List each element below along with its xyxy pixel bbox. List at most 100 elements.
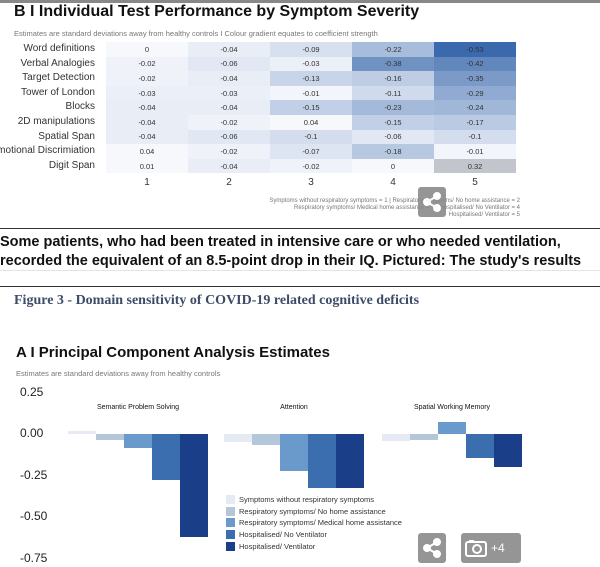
y-tick-label: -0.75 — [20, 550, 48, 565]
legend-label: Respiratory symptoms/ Medical home assis… — [239, 518, 402, 528]
heatmap-cell: -0.02 — [106, 56, 188, 72]
heatmap-cell: -0.18 — [352, 144, 434, 159]
heatmap-cell: -0.1 — [434, 129, 516, 145]
heatmap-cell: -0.02 — [188, 144, 270, 159]
heatmap-cell: -0.07 — [270, 144, 352, 159]
heatmap-cell: -0.15 — [270, 100, 352, 115]
y-tick-label: 0.00 — [20, 426, 44, 440]
y-tick-label: -0.50 — [20, 509, 48, 523]
footnote-line: Respiratory symptoms/ Medical home assis… — [294, 205, 520, 211]
heatmap-cell: -0.17 — [434, 115, 516, 130]
bar — [382, 434, 410, 441]
bar — [466, 434, 494, 459]
heatmap-cell: -0.03 — [188, 85, 270, 101]
heatmap-cell: -0.16 — [352, 71, 434, 86]
photo-count: +4 — [491, 541, 505, 555]
heatmap-cell: -0.04 — [106, 100, 188, 115]
bar — [280, 434, 308, 471]
heatmap-cell: -0.02 — [270, 158, 352, 174]
row-label: Word definitions — [23, 43, 95, 54]
divider — [0, 270, 600, 271]
heatmap-cell: -0.02 — [106, 71, 188, 86]
heatmap-cell: 0.04 — [270, 115, 352, 130]
row-label: Tower of London — [21, 86, 95, 98]
heatmap-cell: -0.35 — [434, 71, 516, 86]
bar — [152, 434, 180, 481]
row-label: 2D manipulations — [17, 116, 95, 127]
heatmap-cell: -0.11 — [352, 85, 434, 101]
bar-chart-title: A I Principal Component Analysis Estimat… — [16, 344, 330, 361]
heatmap-cell: 0 — [352, 158, 434, 174]
row-label: Blocks — [65, 101, 95, 113]
heatmap-cell: -0.13 — [270, 71, 352, 86]
column-label: 3 — [308, 177, 314, 188]
legend-label: Hospitalised/ Ventilator — [239, 541, 316, 551]
legend-item: Hospitalised/ No Ventilator — [226, 530, 327, 540]
footnote-line: Symptoms without respiratory symptoms = … — [269, 198, 520, 204]
heatmap-cell: -0.29 — [434, 85, 516, 101]
heatmap-cell: -0.01 — [434, 144, 516, 159]
heatmap-cell: -0.04 — [188, 100, 270, 115]
heatmap-cell: -0.04 — [188, 158, 270, 174]
heatmap-cell: -0.04 — [106, 115, 188, 130]
row-label: Spatial Span — [38, 130, 95, 142]
y-tick-label: 0.25 — [20, 384, 44, 399]
heatmap-cell: -0.53 — [434, 42, 516, 57]
heatmap-cell: -0.03 — [106, 85, 188, 101]
share-button[interactable] — [418, 533, 446, 563]
divider — [0, 286, 600, 287]
bar — [336, 434, 364, 488]
heatmap-cell: -0.04 — [188, 71, 270, 86]
legend-label: Respiratory symptoms/ No home assistance — [239, 506, 386, 516]
legend-item: Respiratory symptoms/ No home assistance — [226, 506, 386, 516]
column-label: 5 — [472, 177, 478, 188]
heatmap-title: B I Individual Test Performance by Sympt… — [14, 3, 420, 20]
gallery-button[interactable]: +4 — [461, 533, 521, 563]
row-label: Emotional Discrimiation — [0, 145, 95, 157]
camera-icon — [465, 540, 487, 557]
heatmap-cell: -0.04 — [188, 42, 270, 57]
column-label: 4 — [390, 177, 396, 188]
heatmap-cell: 0.01 — [106, 158, 188, 174]
heatmap-cell: -0.06 — [188, 56, 270, 72]
heatmap-cell: -0.38 — [352, 56, 434, 72]
heatmap-cell: -0.01 — [270, 85, 352, 101]
legend-swatch — [226, 495, 235, 504]
legend-item: Symptoms without respiratory symptoms — [226, 495, 374, 504]
heatmap-cell: -0.06 — [188, 129, 270, 145]
bar — [494, 434, 522, 468]
bar — [438, 422, 466, 434]
legend-swatch — [226, 541, 235, 551]
share-icon — [423, 538, 441, 558]
bar-chart-subtitle: Estimates are standard deviations away f… — [16, 369, 221, 378]
heatmap-cell: -0.15 — [352, 115, 434, 130]
legend-item: Respiratory symptoms/ Medical home assis… — [226, 518, 402, 528]
column-label: 1 — [144, 177, 150, 188]
group-label: Spatial Working Memory — [413, 404, 491, 411]
legend-swatch — [226, 530, 235, 540]
share-button[interactable] — [418, 187, 446, 217]
bar — [308, 434, 336, 488]
y-tick-label: -0.25 — [20, 467, 48, 482]
bar — [410, 434, 438, 440]
heatmap-cell: -0.42 — [434, 56, 516, 72]
heatmap-cell: 0.04 — [106, 144, 188, 159]
heatmap-cell: 0 — [106, 42, 188, 57]
heatmap-cell: 0.32 — [434, 158, 516, 174]
divider — [0, 228, 600, 229]
heatmap-cell: -0.04 — [106, 129, 188, 145]
row-label: Target Detection — [22, 72, 95, 84]
top-border — [0, 0, 600, 3]
heatmap-cell: -0.24 — [434, 100, 516, 115]
legend-label: Symptoms without respiratory symptoms — [239, 495, 375, 504]
heatmap-cell: -0.22 — [352, 42, 434, 57]
group-label: Semantic Problem Solving — [96, 404, 180, 411]
heatmap-cell: -0.03 — [270, 56, 352, 72]
heatmap-cell: -0.09 — [270, 42, 352, 57]
heatmap-cell: -0.06 — [352, 129, 434, 145]
legend-label: Hospitalised/ No Ventilator — [239, 530, 327, 540]
bar — [224, 434, 252, 443]
group-label: Attention — [280, 404, 308, 411]
legend-swatch — [226, 506, 235, 516]
heatmap-cell: -0.23 — [352, 100, 434, 115]
